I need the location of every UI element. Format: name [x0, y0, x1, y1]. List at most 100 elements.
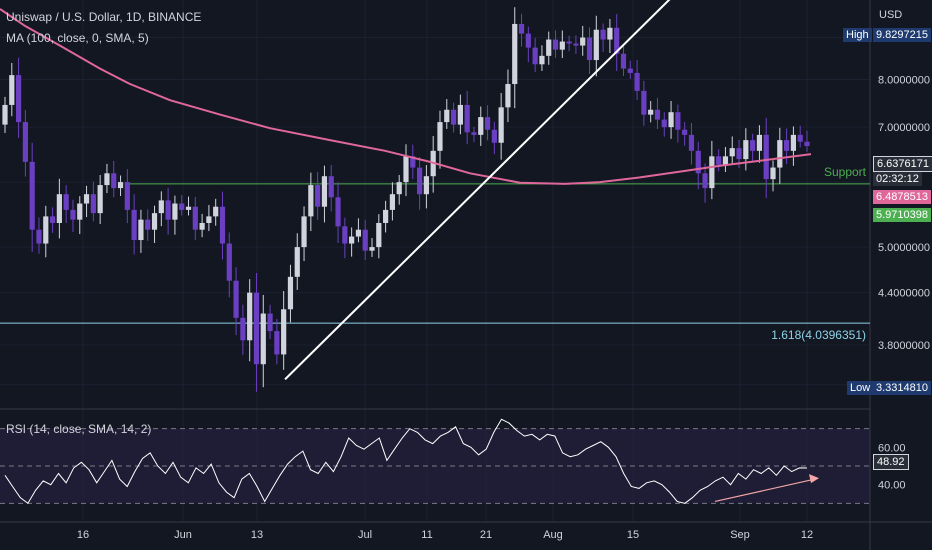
low-value: 3.3314810 — [873, 381, 931, 395]
candle-body — [281, 309, 287, 355]
candle-body — [484, 117, 491, 130]
time-axis[interactable]: 16 Jun 13 Jul 11 21 Aug 15 Sep 12 — [77, 529, 813, 541]
candle-body — [627, 68, 633, 73]
candle-body — [525, 33, 531, 48]
candle-body — [342, 226, 348, 244]
candle-body — [389, 194, 396, 210]
candle-body — [43, 216, 49, 244]
grid — [0, 0, 870, 522]
price-tick-label: 8.0000000 — [878, 75, 930, 87]
candle-body — [668, 112, 674, 128]
candle-body — [63, 194, 69, 210]
candle-body — [226, 243, 232, 281]
rsi-divergence-arrow — [809, 474, 819, 484]
candle-body — [607, 27, 613, 40]
candle-body — [641, 90, 647, 115]
candle-body — [750, 140, 756, 151]
candle-body — [546, 39, 552, 56]
candle-body — [104, 173, 110, 186]
support-value-label: 5.9710398 — [873, 208, 931, 222]
candle-body — [158, 200, 164, 214]
candle-body — [416, 167, 423, 195]
candle-body — [410, 156, 416, 168]
candle-body — [709, 156, 715, 189]
candle-body — [172, 203, 178, 220]
price-tick-label: 3.8000000 — [878, 340, 930, 352]
candle-body — [124, 182, 130, 210]
candle-body — [614, 27, 620, 54]
candle-body — [376, 222, 382, 248]
ma-value-label: 6.4878513 — [873, 190, 931, 204]
rsi-axis: 60.00 40.00 — [878, 442, 906, 491]
candle-body — [308, 185, 314, 217]
candle-body — [151, 213, 158, 230]
rsi-divergence-line[interactable] — [714, 478, 816, 503]
rsi-legend[interactable]: RSI (14, close, SMA, 14, 2) — [6, 422, 152, 436]
symbol-legend[interactable]: Uniswap / U.S. Dollar, 1D, BINANCE — [6, 10, 202, 24]
candle-body — [695, 150, 701, 174]
candle-body — [675, 112, 681, 130]
price-tick-label: 7.0000000 — [878, 122, 930, 134]
candle-body — [756, 134, 763, 151]
candle-body — [722, 156, 729, 165]
candle-body — [77, 203, 83, 220]
candle-body — [83, 194, 90, 204]
candle-body — [505, 84, 511, 108]
currency-label: USD — [879, 9, 903, 21]
candle-body — [287, 276, 294, 310]
candle-body — [450, 109, 457, 125]
rsi-tick-label: 40.00 — [878, 480, 906, 492]
candle-body — [247, 292, 253, 341]
candle-body — [294, 247, 300, 277]
candle-body — [648, 109, 654, 115]
candle-body — [233, 280, 239, 318]
candle-body — [586, 37, 593, 61]
time-tick-label: 15 — [627, 529, 639, 541]
candle-body — [131, 209, 137, 241]
candle-body — [15, 75, 22, 123]
candle-body — [2, 104, 8, 125]
candle-body — [552, 39, 559, 50]
price-tick-label: 4.4000000 — [878, 288, 930, 300]
time-tick-label: Jun — [174, 529, 192, 541]
candle-body — [797, 134, 803, 142]
candle-body — [145, 219, 151, 230]
ma-legend[interactable]: MA (100, close, 0, SMA, 5) — [6, 31, 149, 45]
candle-body — [328, 176, 334, 198]
candle-body — [559, 41, 565, 50]
candle-body — [457, 104, 463, 125]
candle-body — [532, 47, 538, 65]
support-label: Support — [824, 165, 867, 179]
fib-level-label: 1.618(4.0396351) — [771, 328, 866, 342]
trendline[interactable] — [284, 0, 690, 381]
last-price-label: 6.6376171 — [873, 156, 932, 172]
candle-body — [777, 140, 783, 168]
candle-body — [498, 107, 504, 143]
candle-body — [97, 185, 103, 214]
candle-body — [790, 134, 797, 151]
candle-body — [206, 216, 212, 223]
time-tick-label: 11 — [421, 529, 432, 541]
candle-body — [743, 140, 749, 160]
candle-body — [688, 134, 695, 151]
candle-body — [518, 23, 525, 34]
time-tick-label: 16 — [77, 529, 89, 541]
high-badge: High — [843, 28, 872, 42]
candle-body — [702, 173, 708, 189]
candle-body — [29, 161, 35, 230]
candle-body — [274, 331, 280, 355]
candle-body — [682, 129, 688, 135]
horizontal-levels — [0, 183, 870, 324]
candle-body — [600, 29, 606, 40]
rsi-tick-label: 60.00 — [878, 442, 906, 454]
candle-body — [770, 167, 776, 180]
candle-body — [315, 185, 321, 207]
candle-body — [471, 132, 477, 135]
candle-body — [240, 317, 246, 341]
candle-body — [478, 117, 484, 135]
candle-body — [512, 23, 518, 85]
candle-body — [219, 206, 226, 244]
candle-body — [444, 109, 450, 123]
candle-body — [349, 236, 355, 244]
